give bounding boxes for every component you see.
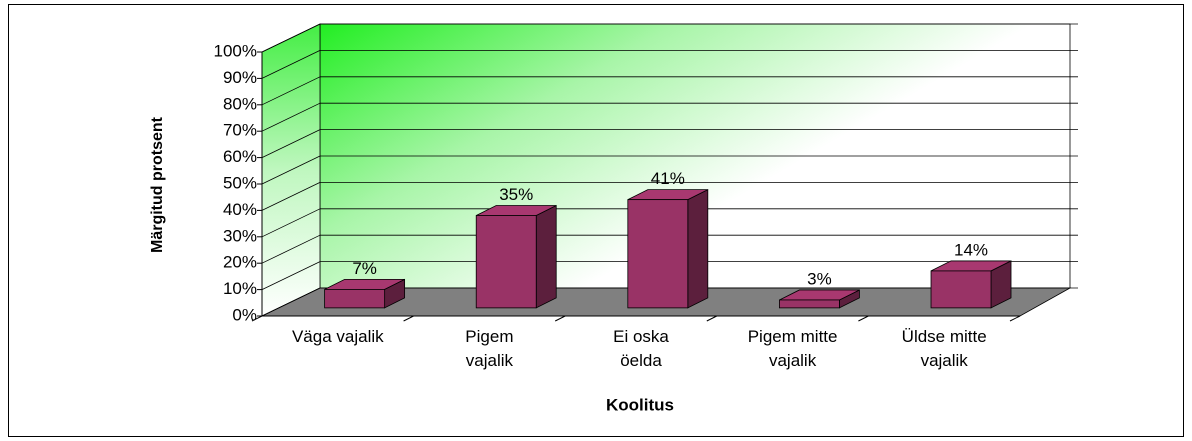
y-tick-label: 0% xyxy=(232,305,257,324)
bar xyxy=(324,278,406,309)
grid-line xyxy=(261,23,321,53)
y-tick-label: 60% xyxy=(223,147,257,166)
y-tick-label: 90% xyxy=(223,68,257,87)
grid-line xyxy=(261,208,321,238)
bar-front xyxy=(930,270,992,309)
y-tick-label: 50% xyxy=(223,173,257,192)
x-tick-label: Väga vajalik xyxy=(292,327,384,346)
grid-line xyxy=(261,155,321,185)
bar xyxy=(475,204,557,309)
bar xyxy=(930,260,1012,309)
grid-line xyxy=(261,182,321,211)
x-tick xyxy=(554,315,566,322)
grid-line xyxy=(261,76,321,106)
x-tick xyxy=(251,315,263,322)
y-axis-title: Märgitud protsent xyxy=(149,116,166,253)
y-tick-label: 80% xyxy=(223,94,257,113)
grid-line xyxy=(261,234,321,264)
x-tick-label: Ei oska öelda xyxy=(613,327,669,370)
y-tick-label: 10% xyxy=(223,279,257,298)
x-tick xyxy=(403,315,414,322)
bar-front xyxy=(324,288,386,309)
value-label: 7% xyxy=(352,259,377,278)
x-tick xyxy=(1009,315,1021,322)
y-tick-label: 100% xyxy=(214,41,257,60)
grid-line xyxy=(261,261,321,290)
grid-line xyxy=(261,50,321,79)
bar-front xyxy=(475,215,537,309)
grid-line xyxy=(261,129,321,158)
value-label: 41% xyxy=(651,169,685,188)
x-tick-label: Üldse mitte vajalik xyxy=(902,327,987,370)
x-tick-label: Pigem mitte vajalik xyxy=(748,327,838,370)
y-tick-label: 40% xyxy=(223,200,257,219)
value-label: 35% xyxy=(499,185,533,204)
x-tick xyxy=(858,315,869,322)
bar-side xyxy=(535,204,557,309)
y-tick-label: 30% xyxy=(223,226,257,245)
x-tick-label: Pigem vajalik xyxy=(465,327,513,370)
y-tick-label: 20% xyxy=(223,253,257,272)
bar-side xyxy=(687,188,709,309)
grid-line xyxy=(261,102,321,132)
value-label: 14% xyxy=(954,240,988,259)
bar xyxy=(627,188,709,309)
grid-line xyxy=(261,287,321,317)
bar-front xyxy=(779,299,840,309)
x-axis-title: Koolitus xyxy=(606,395,674,414)
bar xyxy=(779,289,860,309)
x-tick xyxy=(706,315,718,322)
y-tick-label: 70% xyxy=(223,121,257,140)
value-label: 3% xyxy=(807,269,832,288)
bar-front xyxy=(627,199,689,309)
